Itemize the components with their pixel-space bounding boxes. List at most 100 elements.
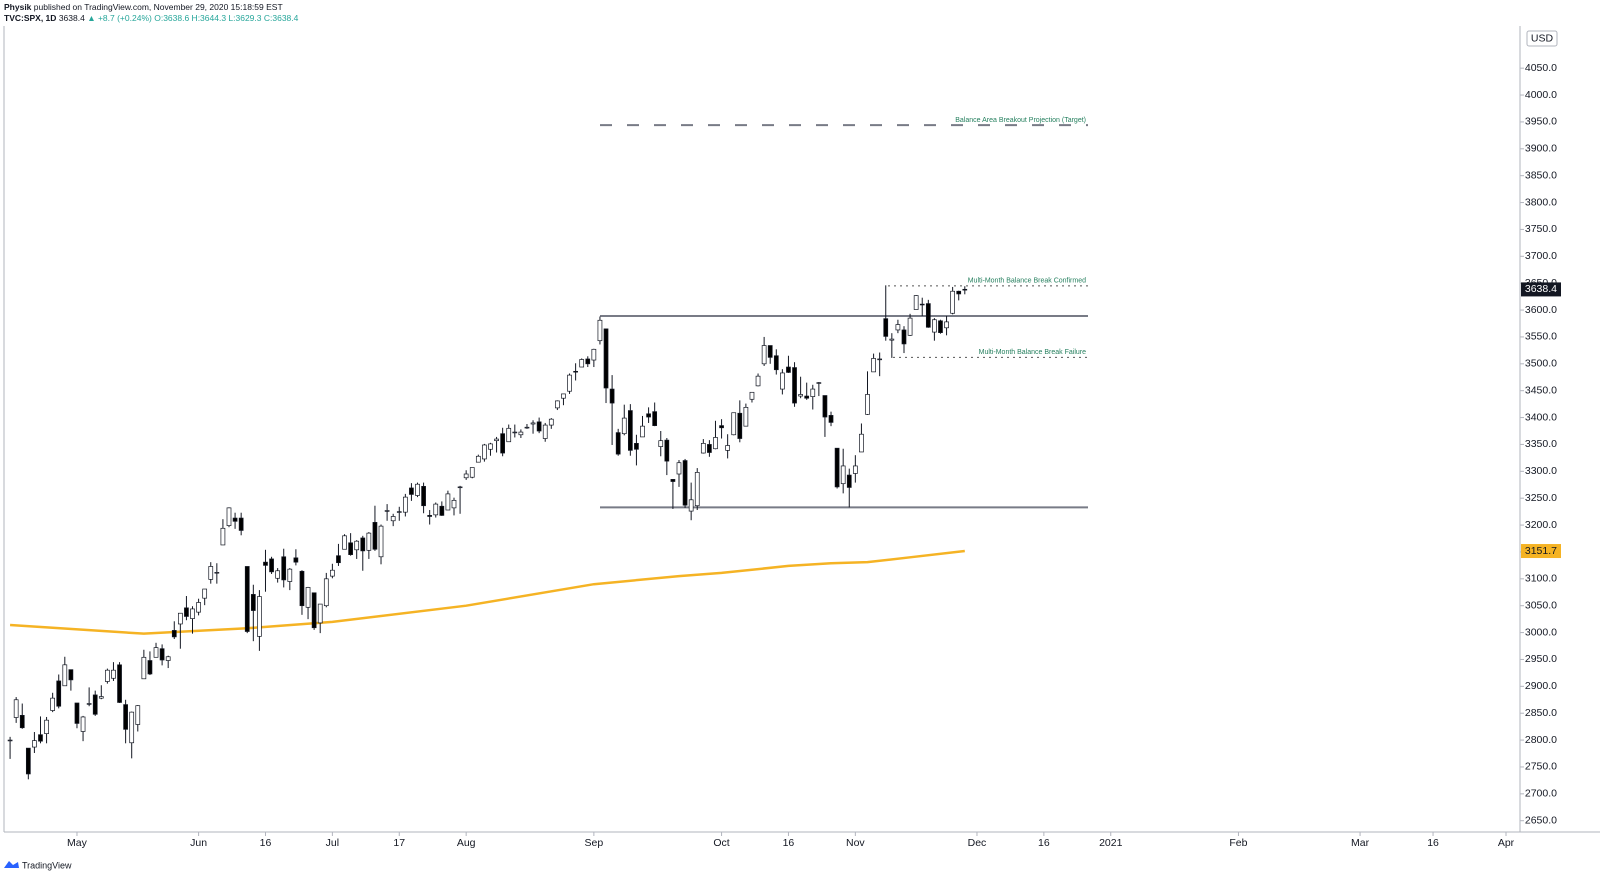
candle-body xyxy=(177,612,183,625)
candle-body xyxy=(725,445,730,451)
currency-box[interactable] xyxy=(1526,30,1558,47)
last: 3638.4 xyxy=(58,13,85,23)
y-tick-label: 3200.0 xyxy=(1525,519,1557,531)
publish-line: Physik published on TradingView.com, Nov… xyxy=(4,2,283,12)
x-tick-label: May xyxy=(67,837,88,849)
candle-body xyxy=(761,345,767,365)
candle-body xyxy=(244,566,250,632)
y-tick-label: 2900.0 xyxy=(1525,680,1557,692)
candle-body xyxy=(658,440,664,447)
candle-body xyxy=(330,569,335,577)
y-tick-label: 3750.0 xyxy=(1525,223,1557,235)
x-tick-label: Dec xyxy=(968,837,987,849)
candle-body xyxy=(19,715,25,729)
candle-body xyxy=(573,370,578,373)
candle-body xyxy=(579,359,585,368)
level-label: Multi-Month Balance Break Failure xyxy=(979,349,1086,356)
candle-body xyxy=(932,319,937,333)
x-tick-label: Mar xyxy=(1351,837,1370,849)
candle-body xyxy=(719,425,724,429)
candle-body xyxy=(74,702,80,724)
currency[interactable]: USD xyxy=(1531,32,1554,44)
candle-body xyxy=(707,444,712,453)
x-tick-label: Sep xyxy=(585,837,604,849)
x-tick-label: 16 xyxy=(260,837,272,849)
candle-body xyxy=(396,511,402,513)
candle-body xyxy=(907,317,913,336)
candle-body xyxy=(220,527,226,546)
candle-body xyxy=(439,505,445,516)
x-tick-label: Jun xyxy=(190,837,207,849)
candle-body xyxy=(865,394,870,415)
candle-body xyxy=(567,374,572,392)
candle-body xyxy=(171,630,177,638)
candle-body xyxy=(627,410,633,451)
x-tick-label: 2021 xyxy=(1099,837,1123,849)
candle-body xyxy=(621,417,627,435)
candle-body xyxy=(859,433,864,453)
candle-body xyxy=(713,437,718,450)
candle-body xyxy=(451,499,457,509)
candle-body xyxy=(384,510,390,512)
candle-body xyxy=(281,556,287,581)
candle-body xyxy=(269,558,274,573)
candle-body xyxy=(141,656,147,680)
candle-body xyxy=(536,421,542,432)
x-tick-label: 16 xyxy=(783,837,795,849)
y-tick-label: 3850.0 xyxy=(1525,169,1557,181)
candle-body xyxy=(348,542,353,555)
y-tick-label: 3350.0 xyxy=(1525,438,1557,450)
candle-body xyxy=(676,462,682,475)
y-tick-label: 3900.0 xyxy=(1525,143,1557,155)
candle-body xyxy=(421,486,426,507)
candle-body xyxy=(111,669,116,679)
ma-price: 3151.7 xyxy=(1525,545,1557,557)
candle-body xyxy=(250,594,256,611)
y-tick-label: 2700.0 xyxy=(1525,788,1557,800)
moving-average xyxy=(10,549,965,635)
candle-body xyxy=(615,432,621,455)
candle-body xyxy=(153,647,159,658)
y-tick-label: 2850.0 xyxy=(1525,707,1557,719)
symbol-line: TVC:SPX, 1D 3638.4 ▲ +8.7 (+0.24%) O:363… xyxy=(4,13,298,23)
candle-body xyxy=(871,358,876,373)
candle-body xyxy=(913,295,919,310)
candle-body xyxy=(737,412,743,439)
candle-body xyxy=(518,431,524,436)
candle-body xyxy=(664,439,670,462)
candle-body xyxy=(555,400,560,409)
brand: TradingView xyxy=(22,860,72,870)
y-tick-label: 2650.0 xyxy=(1525,814,1557,826)
candle-body xyxy=(7,739,13,742)
candle-body xyxy=(585,358,591,365)
candle-body xyxy=(299,570,305,607)
candle-body xyxy=(293,557,299,563)
brand-logo xyxy=(4,861,19,868)
candle-body xyxy=(956,290,962,295)
x-tick-label: Feb xyxy=(1229,837,1247,849)
candle-body xyxy=(415,483,420,496)
level-label: Multi-Month Balance Break Confirmed xyxy=(968,278,1086,285)
candle-body xyxy=(13,699,19,718)
x-tick-label: 17 xyxy=(393,837,405,849)
y-tick-label: 2750.0 xyxy=(1525,761,1557,773)
candle-body xyxy=(603,328,609,389)
candle-body xyxy=(694,472,700,507)
candle-body xyxy=(530,422,536,425)
candle-body xyxy=(561,393,566,399)
candle-body xyxy=(828,415,834,423)
y-tick-label: 3500.0 xyxy=(1525,358,1557,370)
candle-body xyxy=(810,388,816,397)
candle-body xyxy=(257,596,262,637)
candle-body xyxy=(86,703,92,705)
candle-body xyxy=(105,669,110,682)
y-tick-label: 3000.0 xyxy=(1525,626,1557,638)
candle-body xyxy=(652,411,658,426)
y-tick-label: 3050.0 xyxy=(1525,599,1557,611)
candle-body xyxy=(372,522,378,550)
candle-body xyxy=(524,426,530,429)
candle-body xyxy=(190,608,195,619)
candle-body xyxy=(804,395,810,399)
candle-body xyxy=(38,734,43,742)
last-price: 3638.4 xyxy=(1525,283,1557,295)
